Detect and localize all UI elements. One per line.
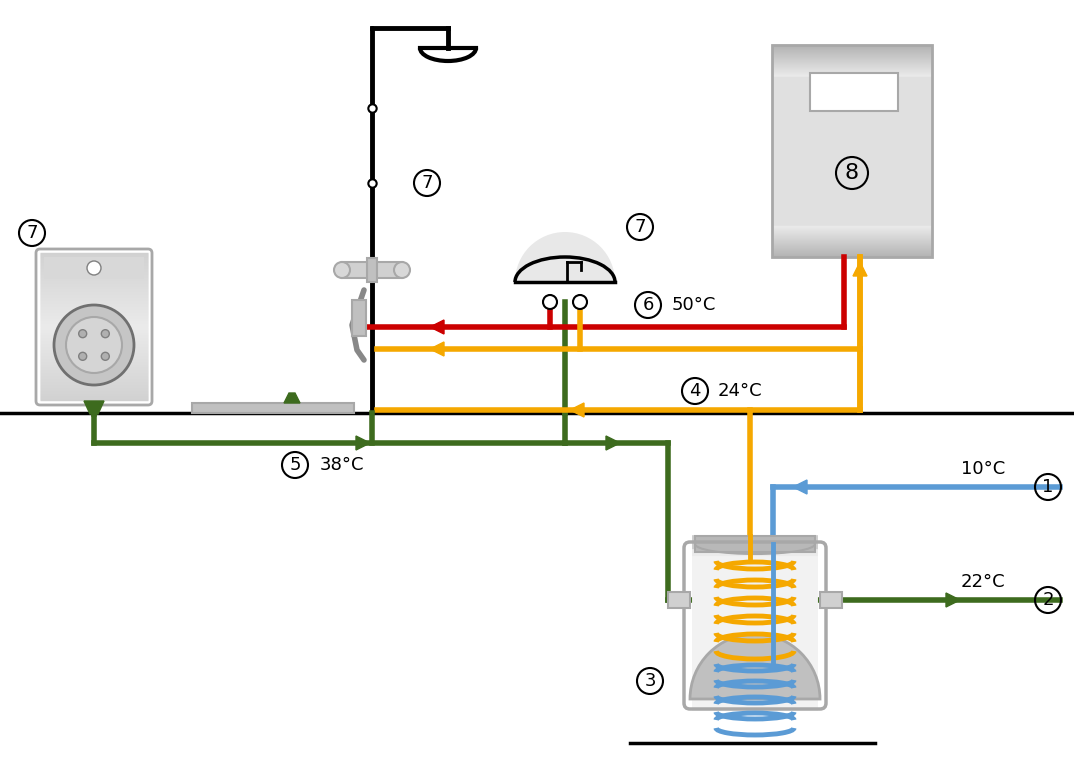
Text: 2: 2 (1042, 591, 1054, 609)
Text: 8: 8 (845, 163, 859, 183)
Polygon shape (946, 593, 960, 607)
Bar (668, 592, 690, 608)
Text: 5: 5 (289, 456, 301, 474)
Circle shape (87, 261, 101, 275)
Circle shape (66, 317, 122, 373)
Text: 7: 7 (26, 224, 38, 242)
Text: 4: 4 (690, 382, 700, 400)
Circle shape (334, 262, 350, 278)
Bar (352, 300, 366, 336)
Text: 7: 7 (635, 218, 645, 236)
Circle shape (101, 329, 110, 338)
Polygon shape (355, 436, 371, 450)
Circle shape (78, 329, 87, 338)
Circle shape (101, 352, 110, 361)
Polygon shape (84, 401, 104, 414)
Bar (821, 592, 842, 608)
Circle shape (78, 352, 87, 361)
Polygon shape (853, 262, 867, 276)
Text: 3: 3 (644, 672, 656, 690)
Polygon shape (430, 320, 444, 334)
Circle shape (54, 305, 134, 385)
Polygon shape (606, 436, 620, 450)
Bar (367, 258, 377, 282)
Text: 22°C: 22°C (960, 573, 1005, 591)
Polygon shape (284, 393, 300, 403)
Wedge shape (690, 634, 821, 699)
Polygon shape (430, 342, 444, 356)
Bar (44, 257, 144, 279)
Bar (342, 262, 402, 278)
Polygon shape (793, 480, 807, 494)
Text: 6: 6 (642, 296, 654, 314)
Bar (695, 536, 815, 552)
Bar (192, 403, 354, 413)
Circle shape (394, 262, 410, 278)
Bar (810, 73, 898, 111)
Text: 38°C: 38°C (320, 456, 364, 474)
Circle shape (543, 295, 557, 309)
Text: 1: 1 (1042, 478, 1054, 496)
Text: 24°C: 24°C (719, 382, 763, 400)
Polygon shape (674, 593, 688, 607)
Text: 10°C: 10°C (961, 460, 1005, 478)
Circle shape (574, 295, 587, 309)
Text: 7: 7 (421, 174, 433, 192)
Polygon shape (570, 403, 584, 417)
Wedge shape (516, 232, 615, 282)
Text: 50°C: 50°C (672, 296, 716, 314)
